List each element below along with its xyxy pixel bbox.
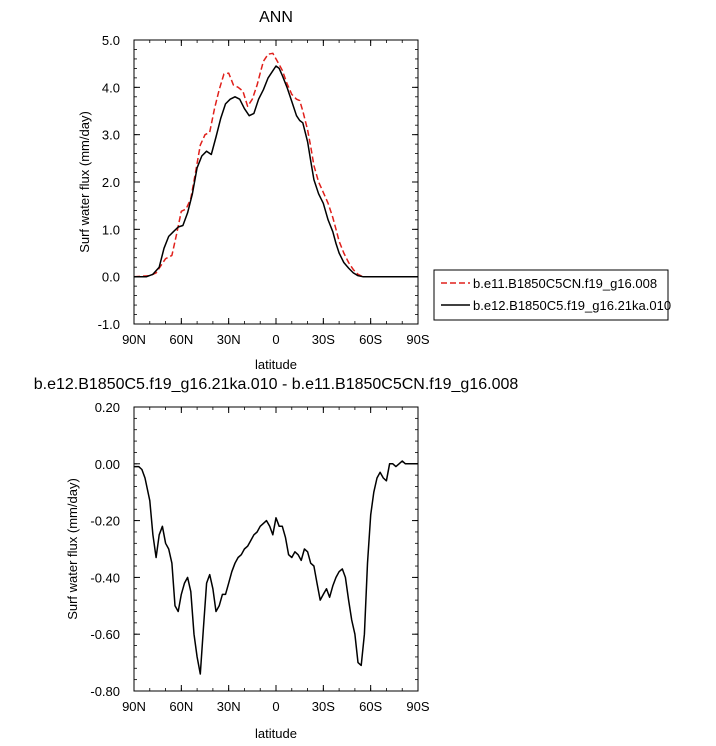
top-series-line-0 [133,52,418,278]
top-x-tick-label: 90N [122,332,146,347]
bottom-x-axis-label: latitude [255,726,297,741]
top-x-tick-label: 90S [406,332,429,347]
bottom-x-tick-label: 90N [122,699,146,714]
top-x-tick-label: 60S [359,332,382,347]
top-y-axis-label: Surf water flux (mm/day) [77,111,92,253]
top-y-tick-label: 1.0 [102,222,120,237]
legend-label-lgm: b.e12.B1850C5.f19_g16.21ka.010 [473,298,671,313]
bottom-x-tick-label: 30S [312,699,335,714]
bottom-x-tick-label: 30N [217,699,241,714]
legend-label-control: b.e11.B1850C5CN.f19_g16.008 [473,276,657,291]
top-series-line-1 [134,65,418,278]
bottom-plot-area: 90N 60N 30N 0 30S 60S 90S -0.80 -0.60 -0.40 -0.20 0… [90,400,430,714]
top-y-tick-label: -1.0 [98,317,120,332]
bottom-y-axis-label: Surf water flux (mm/day) [65,478,80,620]
bottom-x-tick-label: 60S [359,699,382,714]
top-y-tick-label: 5.0 [102,33,120,48]
bottom-y-tick-label: -0.20 [90,514,120,529]
top-plot-area: 90N 60N 30N 0 30S 60S 90S -1.0 0.0 1.0 2.0 3.0 4.0 5.… [98,33,430,347]
top-x-tick-label: 30N [217,332,241,347]
top-y-tick-label: 2.0 [102,175,120,190]
top-chart: ANN 90N 60N 30N 0 30S 60S 90S -1.0 0.0 1.0 2.0 3.0 4… [77,9,671,372]
bottom-y-tick-label: -0.80 [90,684,120,699]
bottom-x-tick-label: 0 [272,699,279,714]
top-y-tick-label: 0.0 [102,270,120,285]
bottom-y-tick-label: 0.00 [95,457,120,472]
bottom-plot-frame [133,406,419,692]
top-y-tick-label: 4.0 [102,80,120,95]
bottom-y-tick-label: -0.40 [90,570,120,585]
bottom-series-line-0 [134,460,418,675]
bottom-x-tick-label: 60N [169,699,193,714]
legend: b.e11.B1850C5CN.f19_g16.008 b.e12.B1850C… [433,269,671,321]
top-y-tick-label: 3.0 [102,128,120,143]
top-chart-title: ANN [259,9,293,26]
top-x-tick-label: 60N [169,332,193,347]
bottom-y-tick-label: -0.60 [90,627,120,642]
bottom-x-tick-label: 90S [406,699,429,714]
top-x-tick-label: 0 [272,332,279,347]
top-x-tick-label: 30S [312,332,335,347]
bottom-chart: b.e12.B1850C5.f19_g16.21ka.010 - b.e11.B… [34,376,519,741]
bottom-chart-title: b.e12.B1850C5.f19_g16.21ka.010 - b.e11.B… [34,376,519,393]
top-x-axis-label: latitude [255,357,297,372]
legend-box [433,269,669,321]
bottom-y-tick-label: 0.20 [95,400,120,415]
top-plot-frame [133,39,419,325]
